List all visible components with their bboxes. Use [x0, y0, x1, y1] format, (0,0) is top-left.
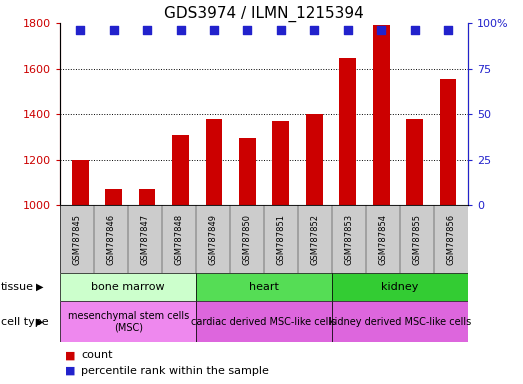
Point	[377, 27, 385, 33]
Text: GSM787849: GSM787849	[209, 214, 218, 265]
Bar	[196, 273, 332, 301]
Text: kidney: kidney	[381, 282, 419, 292]
Text: GSM787850: GSM787850	[243, 214, 252, 265]
Text: GSM787851: GSM787851	[277, 214, 286, 265]
Text: GSM787846: GSM787846	[107, 214, 116, 265]
Point	[277, 27, 285, 33]
Bar	[332, 273, 468, 301]
Point	[344, 27, 352, 33]
Text: heart: heart	[249, 282, 279, 292]
Text: cardiac derived MSC-like cells: cardiac derived MSC-like cells	[191, 316, 337, 327]
Text: tissue: tissue	[1, 282, 34, 292]
Text: kidney derived MSC-like cells: kidney derived MSC-like cells	[329, 316, 471, 327]
Text: ■: ■	[65, 366, 76, 376]
Title: GDS3974 / ILMN_1215394: GDS3974 / ILMN_1215394	[164, 5, 364, 22]
Bar	[105, 189, 122, 205]
Text: ■: ■	[65, 350, 76, 360]
Bar	[196, 301, 332, 342]
Point	[76, 27, 84, 33]
Text: cell type: cell type	[1, 316, 49, 327]
Text: bone marrow: bone marrow	[92, 282, 165, 292]
Bar	[139, 189, 155, 205]
Text: percentile rank within the sample: percentile rank within the sample	[81, 366, 269, 376]
Bar	[440, 79, 457, 205]
Point	[411, 27, 419, 33]
Bar	[72, 160, 88, 205]
Text: GSM787845: GSM787845	[73, 214, 82, 265]
Text: GSM787856: GSM787856	[447, 214, 456, 265]
Point	[310, 27, 319, 33]
Text: count: count	[81, 350, 112, 360]
Bar	[172, 135, 189, 205]
Text: GSM787854: GSM787854	[379, 214, 388, 265]
Bar	[406, 119, 423, 205]
Bar	[206, 119, 222, 205]
Point	[143, 27, 151, 33]
Text: mesenchymal stem cells
(MSC): mesenchymal stem cells (MSC)	[67, 311, 189, 333]
Point	[444, 27, 452, 33]
Bar	[332, 301, 468, 342]
Bar	[60, 301, 196, 342]
Text: GSM787852: GSM787852	[311, 214, 320, 265]
Point	[109, 27, 118, 33]
Text: GSM787848: GSM787848	[175, 214, 184, 265]
Bar	[272, 121, 289, 205]
Text: GSM787847: GSM787847	[141, 214, 150, 265]
Point	[210, 27, 218, 33]
Point	[176, 27, 185, 33]
Text: ▶: ▶	[36, 282, 43, 292]
Bar	[306, 114, 323, 205]
Bar	[339, 58, 356, 205]
Bar	[373, 25, 390, 205]
Text: GSM787855: GSM787855	[413, 214, 422, 265]
Bar	[60, 273, 196, 301]
Point	[243, 27, 252, 33]
Text: ▶: ▶	[36, 316, 43, 327]
Bar	[239, 138, 256, 205]
Text: GSM787853: GSM787853	[345, 214, 354, 265]
